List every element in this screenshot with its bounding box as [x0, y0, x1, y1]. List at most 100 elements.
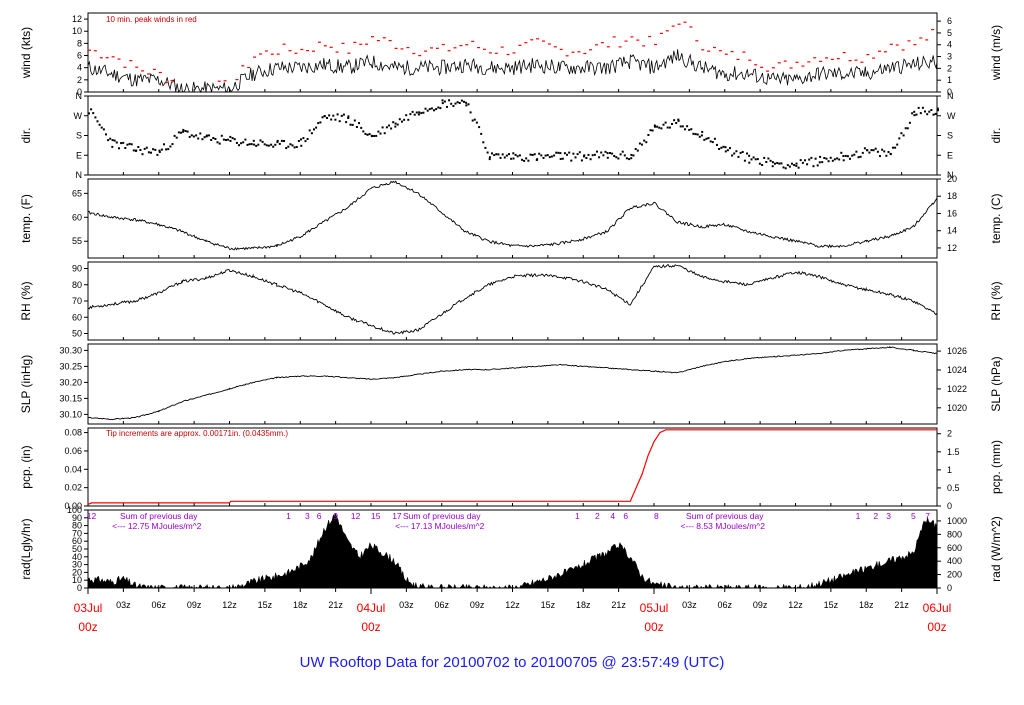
ytick-left-label-radiation: 20	[72, 567, 82, 577]
ytick-right-label-precip: 1	[947, 465, 952, 475]
xtick-major-hour: 00z	[78, 620, 97, 634]
direction-point	[253, 143, 256, 146]
wind-peak-point	[459, 45, 463, 47]
ylabel-left-direction: dir.	[19, 127, 33, 143]
direction-point	[741, 151, 744, 153]
wind-peak-point	[317, 41, 321, 43]
wind-peak-point	[335, 51, 339, 53]
direction-point	[379, 132, 382, 135]
radiation-hour-mark: 6	[317, 511, 322, 521]
wind-peak-point	[724, 53, 728, 55]
wind-peak-point	[536, 38, 540, 40]
direction-point	[580, 159, 583, 162]
xtick-minor-label: 09z	[470, 600, 485, 610]
ylabel-right-precip: pcp. (mm)	[989, 440, 1003, 494]
direction-point	[842, 155, 845, 157]
direction-point	[394, 125, 397, 128]
wind-peak-point	[654, 43, 657, 46]
direction-point	[328, 114, 331, 117]
direction-point	[557, 151, 560, 154]
direction-point	[139, 149, 142, 151]
direction-point	[229, 139, 232, 142]
direction-point	[373, 135, 376, 137]
direction-point	[233, 138, 236, 141]
direction-point	[300, 144, 303, 147]
xtick-minor-label: 03z	[116, 600, 131, 610]
direction-point	[675, 122, 678, 124]
wind-peak-point	[819, 60, 823, 62]
direction-point	[904, 127, 907, 130]
direction-point	[246, 143, 249, 146]
direction-point	[448, 99, 451, 102]
ytick-left-label-wind: 2	[77, 75, 82, 85]
direction-point	[825, 157, 828, 160]
direction-point	[120, 142, 123, 145]
wind-peak-point	[282, 43, 286, 45]
direction-point	[289, 143, 292, 146]
direction-point	[274, 143, 277, 146]
direction-point	[743, 159, 746, 162]
footer-title: UW Rooftop Data for 20100702 to 20100705…	[300, 654, 725, 671]
direction-point	[870, 149, 873, 152]
direction-point	[548, 156, 551, 159]
radiation-hour-mark: 4	[610, 511, 615, 521]
ytick-right-label-radiation: 1000	[947, 516, 967, 526]
direction-point	[930, 109, 933, 111]
direction-point	[814, 157, 817, 160]
direction-point	[765, 161, 768, 163]
panel-temperature: temp. (F) temp. (C) 55 60 65 12 14 16 18 20	[19, 174, 1003, 259]
wind-peak-point	[883, 51, 887, 53]
direction-point	[791, 162, 793, 165]
direction-point	[371, 135, 373, 138]
direction-point	[533, 153, 536, 156]
radiation-hour-mark: 8	[654, 511, 659, 521]
ytick-left-label-radiation: 10	[72, 575, 82, 585]
direction-point	[859, 155, 862, 158]
wind-peak-point	[878, 50, 881, 52]
precip-annotation: Tip increments are approx. 0.00171in. (0…	[106, 429, 288, 438]
panel-precip: pcp. (in) pcp. (mm) 0.00 0.02 0.04 0.06 0.08 0 0…	[19, 427, 1003, 511]
direction-point	[177, 131, 180, 134]
direction-point	[446, 105, 448, 108]
direction-point	[915, 113, 918, 116]
direction-point	[514, 153, 517, 156]
radiation-hour-mark: 12	[351, 511, 361, 521]
direction-point	[107, 139, 110, 142]
direction-point	[285, 147, 288, 150]
direction-point	[450, 102, 453, 105]
ytick-left-label-wind: 12	[72, 14, 82, 24]
direction-point	[924, 110, 926, 113]
direction-point	[488, 156, 491, 159]
xtick-minor-label: 06z	[717, 600, 732, 610]
direction-point	[819, 155, 822, 158]
direction-point	[771, 165, 774, 168]
wind-peak-point	[170, 79, 174, 82]
wind-peak-point	[477, 47, 481, 49]
direction-point	[578, 151, 581, 154]
direction-point	[621, 150, 624, 153]
direction-point	[158, 151, 161, 153]
xtick-major-date: 06Jul	[923, 601, 952, 615]
direction-point	[829, 156, 832, 159]
direction-point	[255, 144, 258, 147]
direction-point	[634, 148, 637, 150]
direction-point	[342, 113, 345, 116]
direction-point	[244, 138, 247, 141]
direction-point	[756, 158, 759, 161]
direction-point	[566, 153, 568, 156]
direction-point	[171, 143, 174, 146]
direction-point	[495, 153, 498, 156]
ytick-left-label-precip: 0.08	[64, 428, 82, 438]
direction-point	[606, 152, 609, 155]
direction-point	[686, 125, 689, 128]
direction-point	[167, 148, 170, 151]
direction-point	[737, 155, 740, 158]
direction-point	[559, 158, 562, 160]
radiation-hour-mark: 2	[873, 511, 878, 521]
wind-peak-point	[736, 58, 740, 60]
wind-peak-point	[665, 30, 669, 32]
ylabel-right-radiation: rad (W/m^2)	[989, 516, 1003, 582]
wind-peak-point	[748, 59, 752, 61]
wind-peak-point	[565, 55, 569, 57]
wind-peak-point	[93, 50, 97, 52]
